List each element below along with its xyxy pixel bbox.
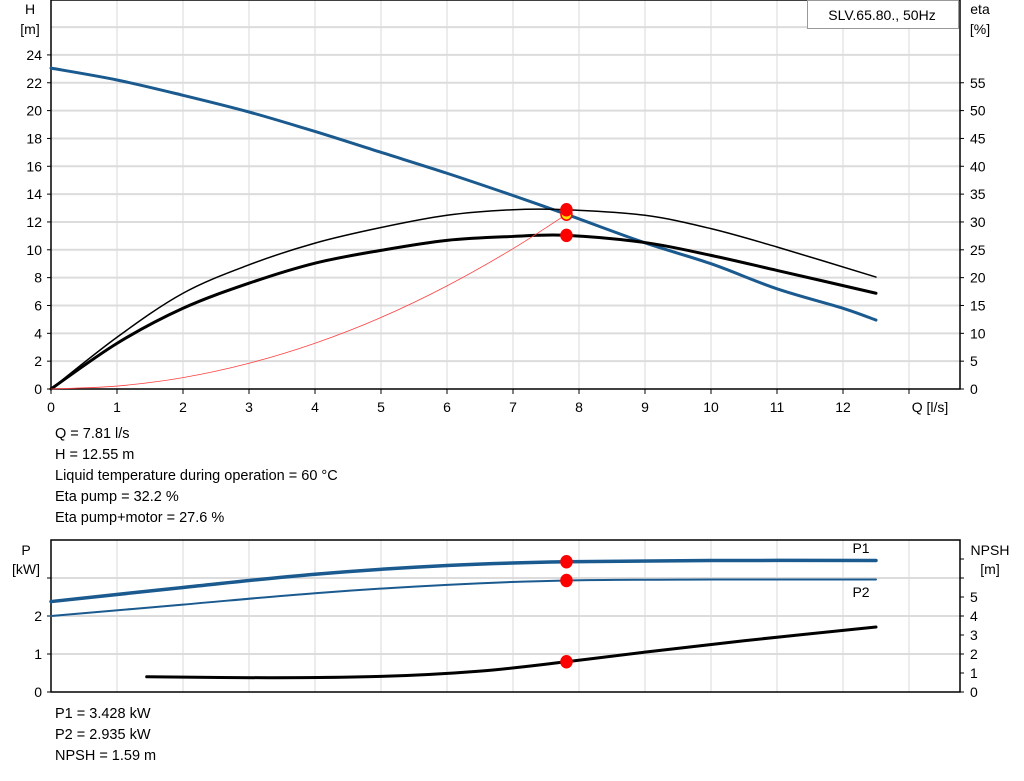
x-tick-label: 0: [47, 399, 55, 415]
y-tick-label-right: 5: [970, 589, 978, 605]
series-line-system: [50, 213, 567, 390]
info-p2: P2 = 2.935 kW: [55, 727, 151, 743]
y-tick-label-left: 2: [34, 353, 42, 369]
y-tick-label-right: 15: [970, 297, 986, 313]
x-tick-label: 11: [770, 399, 785, 415]
y-axis-unit-left: [m]: [20, 21, 39, 37]
y-tick-label-left: 10: [26, 242, 42, 258]
series-label-p2: P2: [852, 584, 869, 600]
x-tick-label: 6: [443, 399, 451, 415]
x-tick-label: 1: [113, 399, 121, 415]
legend-box: [807, 0, 959, 29]
y-tick-label-right: 1: [970, 665, 978, 681]
y-tick-label-left: 22: [26, 75, 42, 91]
y-tick-label-left: 4: [34, 325, 42, 341]
y-tick-label-left: 1: [34, 646, 42, 662]
y-axis-label-right: eta: [970, 1, 990, 17]
duty-point-marker: [560, 655, 573, 669]
head-efficiency-chart: [47, 0, 964, 394]
y-axis-unit-right: [%]: [970, 21, 990, 37]
y-tick-label-right: 40: [970, 158, 986, 174]
y-axis-label-right: NPSH: [971, 542, 1010, 558]
info-temperature: Liquid temperature during operation = 60…: [55, 468, 338, 484]
y-tick-label-left: 14: [26, 186, 42, 202]
series-line-p2: [50, 578, 877, 617]
y-tick-label-right: 5: [970, 353, 978, 369]
y-tick-label-left: 24: [26, 47, 42, 63]
series-label-p1: P1: [852, 540, 869, 556]
power-info: P1 = 3.428 kW P2 = 2.935 kW NPSH = 1.59 …: [55, 704, 156, 767]
x-tick-label: 10: [703, 399, 719, 415]
x-tick-label: 5: [377, 399, 385, 415]
x-tick-label: 9: [641, 399, 649, 415]
series-line-npsh: [145, 625, 878, 680]
y-tick-label-left: 0: [34, 684, 42, 700]
y-axis-label-left: P: [21, 542, 30, 558]
y-tick-label-left: 16: [26, 158, 42, 174]
y-axis-label-left: H: [25, 1, 35, 17]
series-line-h: [49, 66, 878, 322]
info-h: H = 12.55 m: [55, 447, 135, 463]
info-eta-pump: Eta pump = 32.2 %: [55, 489, 179, 505]
y-tick-label-right: 20: [970, 270, 986, 286]
y-tick-label-right: 2: [970, 646, 978, 662]
info-q: Q = 7.81 l/s: [55, 426, 130, 442]
x-tick-label: 12: [835, 399, 851, 415]
x-tick-label: 7: [509, 399, 517, 415]
duty-point-marker: [560, 554, 573, 569]
x-tick-label: 2: [179, 399, 187, 415]
duty-point-marker: [560, 202, 573, 217]
series-line-p1: [49, 558, 878, 604]
power-npsh-chart: [47, 539, 964, 693]
x-tick-label: 8: [575, 399, 583, 415]
y-axis-unit-left: [kW]: [12, 561, 40, 577]
x-tick-label: 3: [245, 399, 253, 415]
y-tick-label-left: 0: [34, 381, 42, 397]
duty-point-marker: [560, 573, 573, 588]
y-tick-label-right: 10: [970, 325, 986, 341]
y-tick-label-right: 35: [970, 186, 986, 202]
x-axis-label: Q [l/s]: [912, 399, 949, 415]
y-axis-unit-right: [m]: [980, 561, 999, 577]
y-tick-label-left: 2: [34, 608, 42, 624]
y-tick-label-right: 3: [970, 627, 978, 643]
y-tick-label-left: 12: [26, 214, 42, 230]
series-line-eta-pump-motor: [49, 233, 878, 391]
y-tick-label-right: 50: [970, 103, 986, 119]
y-tick-label-right: 0: [970, 684, 978, 700]
info-p1: P1 = 3.428 kW: [55, 706, 151, 722]
y-tick-label-right: 4: [970, 608, 978, 624]
y-tick-label-left: 20: [26, 103, 42, 119]
y-tick-label-right: 55: [970, 75, 986, 91]
operating-point-info: Q = 7.81 l/s H = 12.55 m Liquid temperat…: [55, 424, 338, 529]
legend-label: SLV.65.80., 50Hz: [828, 7, 935, 23]
y-tick-label-right: 45: [970, 130, 986, 146]
y-tick-label-left: 8: [34, 270, 42, 286]
y-tick-label-left: 18: [26, 130, 42, 146]
y-tick-label-right: 30: [970, 214, 986, 230]
info-eta-pump-motor: Eta pump+motor = 27.6 %: [55, 510, 225, 526]
y-tick-label-left: 6: [34, 297, 42, 313]
series-line-eta-pump: [50, 208, 877, 390]
x-tick-label: 4: [311, 399, 319, 415]
y-tick-label-right: 25: [970, 242, 986, 258]
info-npsh: NPSH = 1.59 m: [55, 748, 157, 764]
y-tick-label-right: 0: [970, 381, 978, 397]
duty-point-marker: [560, 228, 573, 243]
